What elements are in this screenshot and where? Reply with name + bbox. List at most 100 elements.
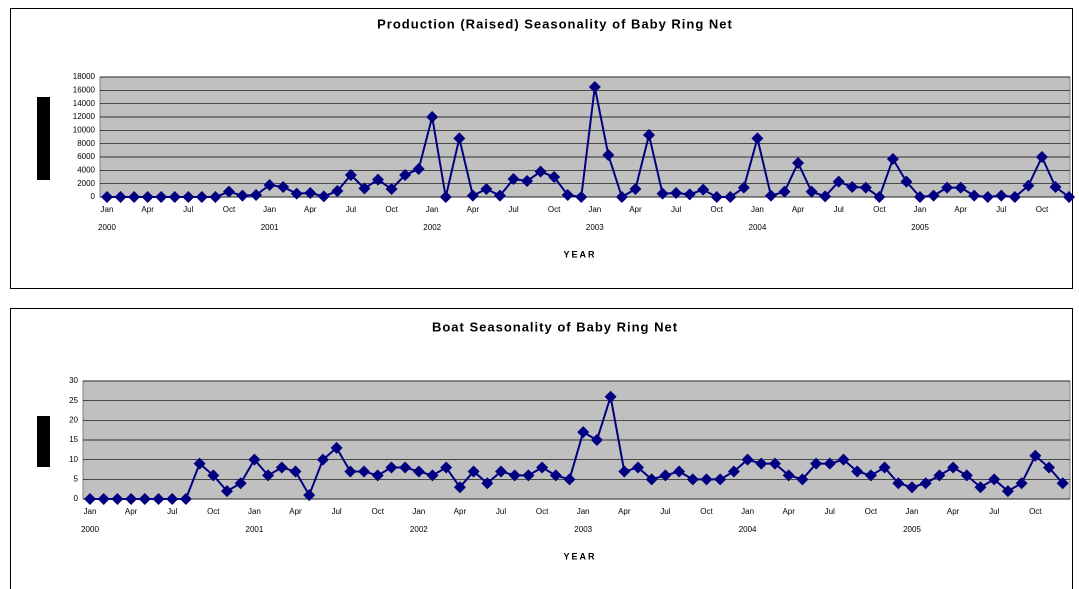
data-point — [209, 191, 222, 203]
data-point — [507, 173, 520, 185]
x-tick-label: Oct — [548, 205, 561, 214]
data-point — [602, 149, 615, 161]
x-tick-label: Jan — [588, 205, 601, 214]
data-point — [751, 132, 764, 145]
x-tick-label: Apr — [467, 205, 480, 214]
data-point — [914, 191, 926, 203]
x-tick-label: Apr — [141, 205, 154, 214]
data-point — [330, 441, 343, 454]
data-point — [317, 190, 330, 203]
x-tick-label: Jul — [660, 507, 670, 516]
x-tick-label: Oct — [223, 205, 236, 214]
data-point — [837, 453, 850, 466]
data-point — [561, 189, 574, 201]
data-point — [1008, 191, 1021, 203]
x-tick-label: Oct — [700, 507, 713, 516]
data-point — [805, 185, 818, 198]
data-point — [114, 191, 127, 203]
chart-title: Production (Raised) Seasonality of Baby … — [377, 16, 733, 31]
data-point — [673, 465, 686, 478]
x-tick-label: Jul — [167, 507, 177, 516]
x-tick-label: Apr — [947, 507, 960, 516]
x-tick-label: Oct — [207, 507, 220, 516]
data-point — [764, 189, 777, 202]
data-point — [263, 179, 276, 191]
x-tick-label: Apr — [629, 205, 642, 214]
data-point — [521, 175, 534, 187]
plot-area — [99, 76, 1071, 198]
data-point — [439, 191, 452, 203]
data-point — [277, 181, 290, 193]
data-point — [769, 457, 781, 470]
x-tick-label: Jan — [906, 507, 919, 516]
data-point — [960, 469, 973, 482]
data-point — [548, 171, 561, 183]
x-tick-label: Jul — [671, 205, 681, 214]
x-tick-label: Jul — [183, 205, 193, 214]
data-point — [493, 189, 506, 202]
x-tick-label: Jan — [412, 507, 425, 516]
data-point — [974, 481, 987, 494]
x-tick-label: Jan — [741, 507, 754, 516]
data-point — [683, 188, 696, 201]
data-point — [575, 191, 588, 203]
x-tick-label: Oct — [711, 205, 724, 214]
y-tick-label: 30 — [69, 376, 78, 385]
data-point — [399, 169, 412, 181]
data-point — [534, 165, 547, 178]
data-point — [440, 461, 453, 474]
y-tick-label: 8000 — [77, 139, 95, 148]
data-point — [522, 469, 535, 482]
data-point — [892, 477, 905, 490]
data-point — [755, 457, 768, 470]
data-point — [182, 191, 195, 203]
data-point — [193, 457, 206, 470]
x-tick-label: Apr — [618, 507, 631, 516]
x-tick-label: Oct — [865, 507, 878, 516]
data-point — [222, 185, 235, 198]
data-point — [97, 493, 110, 505]
year-label: 2005 — [911, 223, 929, 232]
data-point — [947, 461, 960, 474]
x-tick-label: Apr — [792, 205, 805, 214]
year-label: 2001 — [261, 223, 279, 232]
y-tick-label: 10 — [69, 455, 78, 464]
x-tick-label: Jan — [577, 507, 590, 516]
y-tick-label: 16000 — [73, 85, 96, 94]
x-tick-label: Jan — [84, 507, 97, 516]
year-label: 2004 — [749, 223, 767, 232]
y-tick-label: 2000 — [77, 179, 95, 188]
data-point — [810, 457, 823, 470]
x-tick-label: Jan — [914, 205, 927, 214]
data-point — [659, 469, 672, 482]
data-point — [727, 465, 740, 478]
data-point — [643, 129, 655, 141]
x-axis-label: YEAR — [563, 551, 596, 561]
data-point — [412, 163, 425, 175]
data-point — [954, 181, 967, 194]
data-point — [1022, 179, 1035, 192]
data-point — [906, 481, 918, 494]
data-point — [700, 473, 713, 486]
data-point — [873, 191, 886, 203]
x-tick-label: Apr — [954, 205, 967, 214]
data-point — [577, 426, 590, 439]
data-point — [495, 465, 507, 478]
data-point — [823, 457, 836, 470]
data-point — [138, 493, 151, 505]
data-point — [697, 183, 710, 196]
data-point — [988, 473, 1001, 486]
data-point — [195, 191, 208, 203]
data-point — [878, 461, 891, 474]
data-point — [207, 469, 220, 482]
data-point — [111, 493, 124, 505]
data-point — [248, 453, 261, 466]
data-point — [1035, 151, 1048, 163]
data-point — [304, 187, 317, 199]
data-point — [1056, 477, 1069, 490]
axis-marker — [37, 97, 50, 180]
year-label: 2003 — [574, 525, 592, 534]
x-axis-label: YEAR — [563, 249, 596, 259]
x-tick-label: Jul — [496, 507, 506, 516]
data-point — [645, 473, 658, 486]
